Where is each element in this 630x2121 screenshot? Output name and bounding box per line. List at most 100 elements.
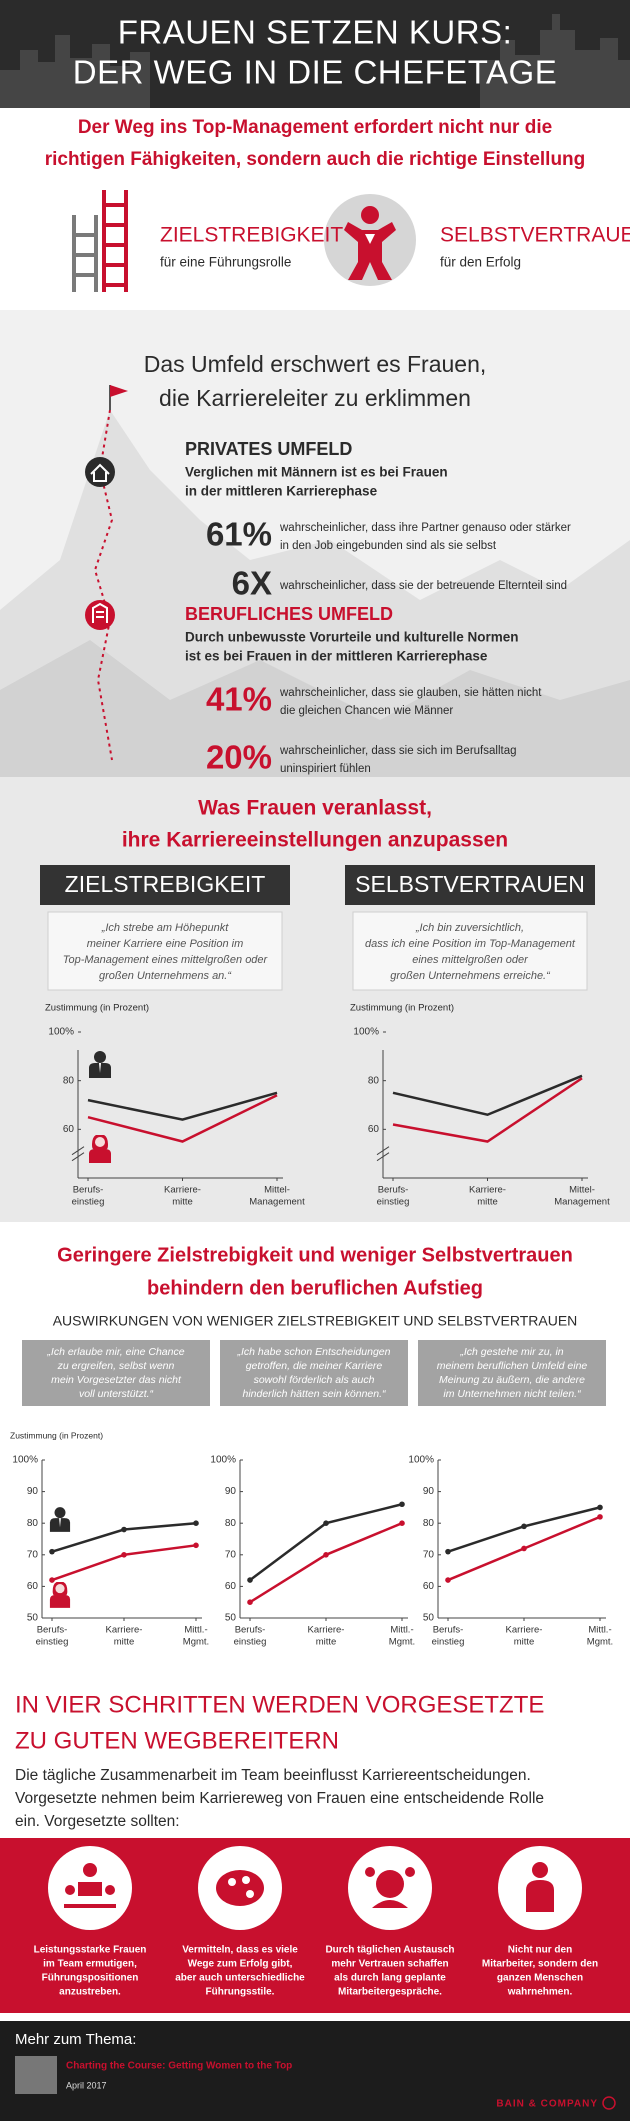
y-tick-label: 80: [225, 1518, 237, 1529]
steps-title: ZU GUTEN WEGBEREITERN: [15, 1727, 339, 1754]
stat-figure: 41%: [206, 681, 272, 718]
intro-headline: richtigen Fähigkeiten, sondern auch die …: [45, 149, 586, 170]
attitude-title: Was Frauen veranlasst,: [198, 797, 432, 820]
y-tick-label: 80: [27, 1518, 39, 1529]
panel-label-box: [40, 865, 290, 905]
y-tick-label: 60: [423, 1581, 435, 1592]
axis-break: [71, 1146, 85, 1156]
step-text: als durch lang geplante: [334, 1973, 446, 1984]
confidence-icon: [324, 194, 416, 286]
step-text: wahrnehmen.: [507, 1987, 573, 1998]
quote-box: [418, 1340, 606, 1406]
quote-box: [22, 1340, 210, 1406]
trait-title: SELBSTVERTRAUEN: [440, 224, 630, 247]
panel-label-box: [345, 865, 595, 905]
panel-quote: großen Unternehmens erreiche.“: [390, 970, 551, 982]
x-tick-label: Mgmt.: [587, 1637, 613, 1648]
impact-quote: „Ich gestehe mir zu, in: [459, 1346, 563, 1358]
steps-title: IN VIER SCHRITTEN WERDEN VORGESETZTE: [15, 1691, 544, 1718]
x-tick-label: einstieg: [234, 1637, 267, 1648]
y-tick-label: 100%: [12, 1455, 38, 1466]
intro-headline: Der Weg ins Top-Management erfordert nic…: [78, 117, 552, 138]
environment-title: BERUFLICHES UMFELD: [185, 604, 393, 624]
impact-quote: meinem beruflichen Umfeld eine: [437, 1360, 588, 1372]
x-tick-label: einstieg: [432, 1637, 465, 1648]
x-tick-label: einstieg: [72, 1197, 105, 1208]
impact-quote: „Ich habe schon Entscheidungen: [237, 1346, 391, 1358]
stat-text: wahrscheinlicher, dass sie sich im Beruf…: [279, 745, 517, 757]
x-tick-label: Berufs-: [73, 1185, 104, 1196]
office-glyph: [92, 602, 108, 623]
impact-quote: hinderlich hätten sein können.“: [242, 1388, 386, 1400]
x-tick-label: Karriere-: [308, 1625, 345, 1636]
home-icon: [85, 457, 115, 487]
series-line: [392, 1074, 583, 1117]
x-tick-label: Mittl.-: [390, 1625, 413, 1636]
data-point: [49, 1577, 55, 1583]
trait-subtitle: für eine Führungsrolle: [160, 255, 291, 270]
y-tick-label: 100%: [353, 1027, 379, 1038]
woman-icon: [49, 1582, 71, 1608]
step-text: aber auch unterschiedliche: [175, 1973, 305, 1984]
y-tick-label: 90: [225, 1486, 237, 1497]
environment-heading: die Karriereleiter zu erklimmen: [159, 385, 471, 411]
x-tick-label: Karriere-: [106, 1625, 143, 1636]
panel-quote: eines mittelgroßen oder: [412, 954, 529, 966]
steps-intro: Die tägliche Zusammenarbeit im Team beei…: [15, 1767, 531, 1784]
step-text: mehr Vertrauen schaffen: [331, 1959, 448, 1970]
data-point: [445, 1548, 451, 1555]
axis-label: Zustimmung (in Prozent): [10, 1430, 103, 1440]
data-point: [49, 1548, 55, 1555]
x-tick-label: Mittel-: [569, 1185, 595, 1196]
y-tick-label: 80: [368, 1075, 380, 1086]
y-tick-label: 50: [27, 1613, 39, 1624]
data-point: [445, 1577, 451, 1583]
y-tick-label: 80: [423, 1518, 435, 1529]
y-tick-label: 70: [423, 1549, 435, 1560]
step-icons: [48, 1846, 582, 1930]
impact-quote: Meinung zu äußern, die andere: [439, 1374, 585, 1386]
trait-subtitle: für den Erfolg: [440, 255, 521, 270]
x-tick-label: Mittl.-: [184, 1625, 207, 1636]
impact-quote: „Ich erlaube mir, eine Chance: [46, 1346, 184, 1358]
panel-label: SELBSTVERTRAUEN: [355, 871, 585, 897]
impact-quote: getroffen, die meiner Karriere: [246, 1360, 383, 1372]
x-tick-label: einstieg: [36, 1637, 69, 1648]
x-tick-label: Berufs-: [37, 1625, 68, 1636]
series-line: [392, 1077, 583, 1143]
x-tick-label: Berufs-: [235, 1625, 266, 1636]
impact-quote: sowohl förderlich als auch: [254, 1374, 375, 1386]
axis-label: Zustimmung (in Prozent): [350, 1003, 454, 1014]
y-tick-label: 100%: [210, 1455, 236, 1466]
panel-quote: großen Unternehmens an.“: [99, 970, 232, 982]
impact-quote: im Unternehmen nicht teilen.“: [443, 1388, 581, 1400]
environment-description: ist es bei Frauen in der mittleren Karri…: [185, 649, 488, 664]
panel-quote: Top-Management eines mittelgroßen oder: [63, 954, 269, 966]
impact-title: behindern den beruflichen Aufstieg: [147, 1277, 483, 1299]
data-point: [193, 1520, 199, 1526]
stat-figure: 20%: [206, 739, 272, 776]
y-tick-label: 90: [423, 1486, 435, 1497]
x-tick-label: Mittl.-: [588, 1625, 611, 1636]
stat-text: wahrscheinlicher, dass ihre Partner gena…: [279, 522, 571, 534]
footer-date: April 2017: [66, 2080, 107, 2090]
header-title: FRAUEN SETZEN KURS:: [118, 14, 513, 51]
x-tick-label: Berufs-: [378, 1185, 409, 1196]
axis-break: [376, 1146, 390, 1156]
data-point: [399, 1501, 405, 1508]
footer-label: Mehr zum Thema:: [15, 2031, 136, 2048]
stat-text: uninspiriert fühlen: [280, 763, 371, 775]
panel-quote: „Ich strebe am Höhepunkt: [101, 922, 230, 934]
quote-box: [220, 1340, 408, 1406]
quote-box: [352, 911, 588, 991]
environment-description: Durch unbewusste Vorurteile und kulturel…: [185, 630, 519, 645]
header-title: DER WEG IN DIE CHEFETAGE: [73, 54, 557, 91]
y-tick-label: 50: [225, 1613, 237, 1624]
step-text: anzustreben.: [59, 1987, 121, 1998]
skyline: [0, 14, 630, 108]
flag: [110, 385, 128, 397]
footer-link[interactable]: Charting the Course: Getting Women to th…: [66, 2061, 292, 2072]
x-tick-label: Karriere-: [469, 1185, 506, 1196]
